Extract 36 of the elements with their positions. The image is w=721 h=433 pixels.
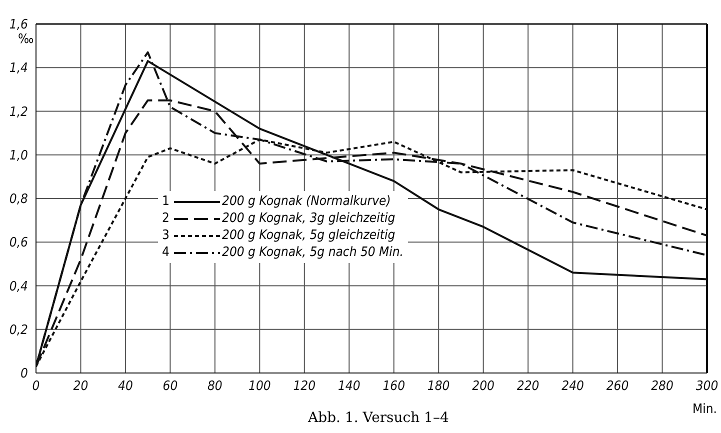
x-tick-label: 220 bbox=[516, 379, 540, 394]
legend-label: 200 g Kognak, 3g gleichzeitig bbox=[222, 211, 396, 226]
x-tick-label: 40 bbox=[118, 379, 133, 394]
x-tick-label: 100 bbox=[248, 379, 271, 394]
annotation: 2 bbox=[162, 211, 170, 226]
x-tick-label: 60 bbox=[162, 379, 178, 394]
y-tick-label: 1,2 bbox=[9, 104, 28, 120]
x-tick-label: 20 bbox=[73, 379, 88, 394]
x-tick-label: 300 bbox=[696, 379, 718, 394]
annotation: 1 bbox=[162, 194, 170, 209]
x-tick-label: 180 bbox=[427, 379, 450, 394]
y-tick-label: 0,6 bbox=[9, 236, 28, 251]
x-tick-label: 140 bbox=[338, 379, 360, 394]
y-tick-label: 0,2 bbox=[9, 322, 28, 338]
x-tick-label: 0 bbox=[32, 379, 40, 394]
x-tick-label: 120 bbox=[293, 379, 316, 394]
annotation: 3 bbox=[162, 228, 170, 243]
y-tick-label: 0,4 bbox=[9, 279, 28, 294]
legend-label: 200 g Kognak, 5g gleichzeitig bbox=[222, 228, 396, 243]
y-tick-label: 0 bbox=[20, 366, 28, 382]
x-tick-label: 160 bbox=[382, 379, 406, 394]
legend-label: 200 g Kognak (Normalkurve) bbox=[222, 194, 391, 209]
x-tick-label: 280 bbox=[651, 379, 674, 394]
caption: Abb. 1. Versuch 1–4 bbox=[308, 410, 449, 426]
y-tick-label: 1,4 bbox=[9, 61, 28, 76]
annotation: 4 bbox=[162, 245, 170, 260]
x-tick-label: 240 bbox=[562, 379, 584, 394]
y-tick-label: 0,8 bbox=[9, 192, 28, 208]
y-axis-title: ‰ bbox=[18, 32, 34, 47]
x-axis-title: Min. bbox=[692, 402, 717, 417]
x-tick-label: 200 bbox=[472, 379, 494, 394]
y-tick-label: 1,0 bbox=[9, 148, 28, 164]
x-tick-label: 260 bbox=[606, 379, 629, 394]
x-tick-label: 80 bbox=[207, 379, 222, 394]
y-tick-label: 1,6 bbox=[9, 18, 28, 33]
legend-label: 200 g Kognak, 5g nach 50 Min. bbox=[222, 245, 404, 260]
